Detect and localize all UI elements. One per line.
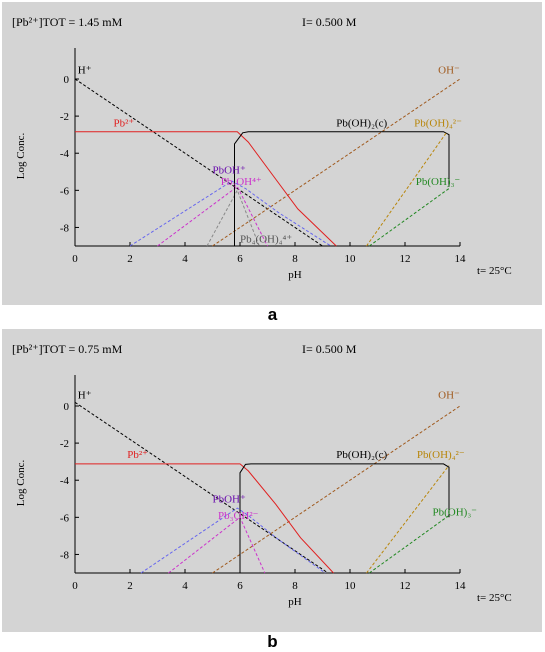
x-tick-label: 8: [292, 580, 298, 592]
species-label: Pb(OH)₂(c): [336, 117, 387, 129]
series-line: [366, 132, 447, 247]
header-ionic-strength: I= 0.500 M: [302, 342, 357, 356]
series-line: [140, 507, 326, 574]
y-tick-label: -4: [60, 148, 70, 160]
x-tick-label: 6: [237, 580, 243, 592]
x-tick-label: 12: [400, 253, 411, 265]
x-tick-label: 12: [400, 580, 411, 592]
y-tick-label: -2: [60, 111, 69, 123]
x-tick-label: 0: [72, 580, 78, 592]
species-label: Pb(OH)₃⁻: [433, 506, 478, 518]
series-line: [234, 131, 450, 246]
series-line: [369, 515, 450, 574]
species-label: Pb²⁺: [127, 449, 148, 461]
temperature-label: t= 25°C: [477, 592, 512, 604]
species-label: H⁺: [78, 64, 92, 76]
x-tick-label: 10: [345, 580, 357, 592]
x-axis-label: pH: [288, 269, 302, 281]
series-line: [129, 180, 332, 247]
chart-svg: [Pb²⁺]TOT = 1.45 mM I= 0.500 M Log Conc. 0 -…: [12, 15, 512, 281]
y-tick-label: -6: [60, 512, 70, 524]
y-tick-label: 0: [64, 74, 70, 86]
temperature-label: t= 25°C: [477, 265, 512, 277]
series-line: [239, 463, 450, 573]
species-label: Pb(OH)₄²⁻: [414, 117, 462, 129]
series-line: [74, 401, 329, 574]
header-concentration: [Pb²⁺]TOT = 1.45 mM: [12, 15, 123, 29]
chart-panel-a: [Pb²⁺]TOT = 1.45 mM I= 0.500 M Log Conc. 0 -…: [2, 2, 542, 305]
x-tick-label: 4: [182, 580, 188, 592]
series-line: [75, 463, 334, 574]
species-label: OH⁻: [438, 390, 460, 402]
species-label: Pb²⁺: [114, 117, 135, 129]
x-tick-label: 6: [237, 253, 243, 265]
species-label: Pb₄(OH)₄⁴⁺: [240, 233, 292, 245]
x-tick-label: 8: [292, 253, 298, 265]
species-label: Pb(OH)₃⁻: [416, 176, 461, 188]
chart-panel-b: [Pb²⁺]TOT = 0.75 mM I= 0.500 M Log Conc. 0 -…: [2, 329, 542, 632]
chart-svg: [Pb²⁺]TOT = 0.75 mM I= 0.500 M Log Conc. 0 -…: [12, 342, 512, 608]
header-concentration: [Pb²⁺]TOT = 0.75 mM: [12, 342, 123, 356]
x-tick-label: 14: [455, 253, 467, 265]
series-line: [206, 189, 260, 247]
series-line: [74, 78, 323, 247]
y-tick-label: -8: [60, 549, 70, 561]
x-tick-label: 2: [127, 580, 133, 592]
y-axis-label: Log Conc.: [15, 133, 27, 180]
species-label: OH⁻: [438, 64, 460, 76]
x-tick-label: 2: [127, 253, 133, 265]
species-label: Pb(OH)₄²⁻: [417, 449, 465, 461]
y-tick-label: -2: [60, 438, 69, 450]
y-tick-label: 0: [64, 401, 70, 413]
x-tick-label: 10: [345, 253, 357, 265]
header-ionic-strength: I= 0.500 M: [302, 15, 357, 29]
panel-label-b: b: [267, 632, 278, 651]
species-label: Pb₃OH²⁻: [218, 510, 259, 522]
y-axis-label: Log Conc.: [15, 460, 27, 507]
x-tick-label: 4: [182, 253, 188, 265]
panel-label-a: a: [267, 305, 278, 324]
y-tick-label: -4: [60, 475, 70, 487]
x-axis-label: pH: [288, 596, 302, 608]
species-label: Pb₃OH⁴⁺: [221, 176, 262, 188]
series-line: [212, 405, 461, 574]
y-tick-label: -8: [60, 222, 70, 234]
series-line: [366, 465, 450, 574]
y-tick-label: -6: [60, 185, 70, 197]
species-label: Pb(OH)₂(c): [336, 449, 387, 461]
x-tick-label: 0: [72, 253, 78, 265]
species-label: PbOH⁺: [213, 165, 247, 177]
x-tick-label: 14: [455, 580, 467, 592]
species-label: H⁺: [78, 390, 92, 402]
series-line: [75, 131, 337, 247]
species-label: PbOH⁺: [213, 493, 247, 505]
series-line: [369, 188, 450, 247]
